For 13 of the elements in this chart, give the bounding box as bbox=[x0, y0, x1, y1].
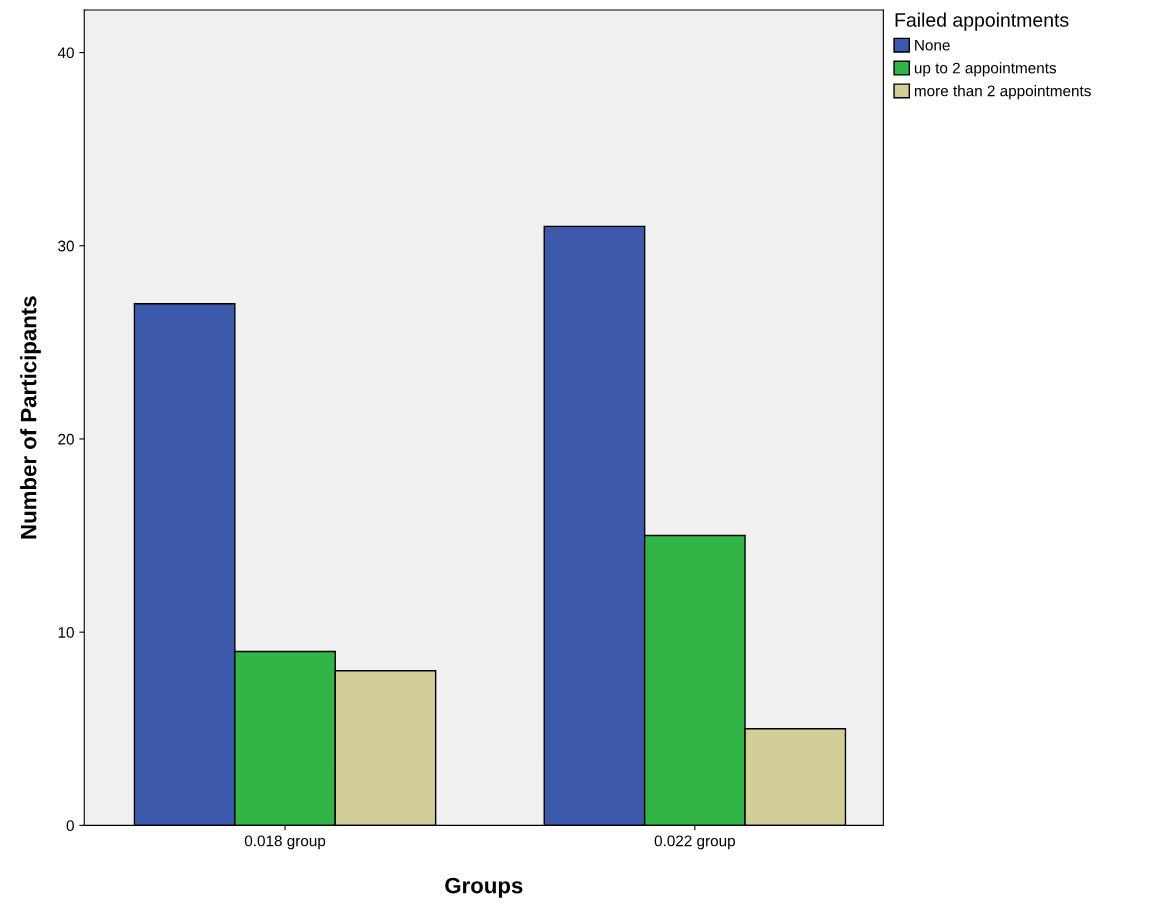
x-tick-label: 0.022 group bbox=[654, 835, 735, 850]
y-tick-label: 20 bbox=[58, 433, 74, 445]
legend-label: more than 2 appointments bbox=[914, 85, 1091, 100]
y-tick-label: 10 bbox=[58, 627, 74, 638]
x-axis-title: Groups bbox=[445, 877, 523, 898]
y-tick-label: 0 bbox=[66, 820, 74, 832]
y-tick-label: 40 bbox=[57, 47, 74, 59]
y-axis-title: Number of Participants bbox=[20, 296, 41, 539]
legend-label: None bbox=[915, 39, 950, 51]
y-tick-label: 30 bbox=[58, 240, 74, 252]
x-tick-label: 0.018 group bbox=[244, 835, 326, 850]
legend-title: Failed appointments bbox=[895, 12, 1069, 31]
legend-label: up to 2 appointments bbox=[914, 62, 1057, 77]
